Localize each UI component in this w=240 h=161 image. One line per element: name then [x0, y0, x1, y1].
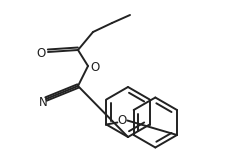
- Text: O: O: [36, 47, 46, 60]
- Text: O: O: [118, 114, 127, 127]
- Text: O: O: [90, 61, 100, 74]
- Text: N: N: [39, 95, 48, 109]
